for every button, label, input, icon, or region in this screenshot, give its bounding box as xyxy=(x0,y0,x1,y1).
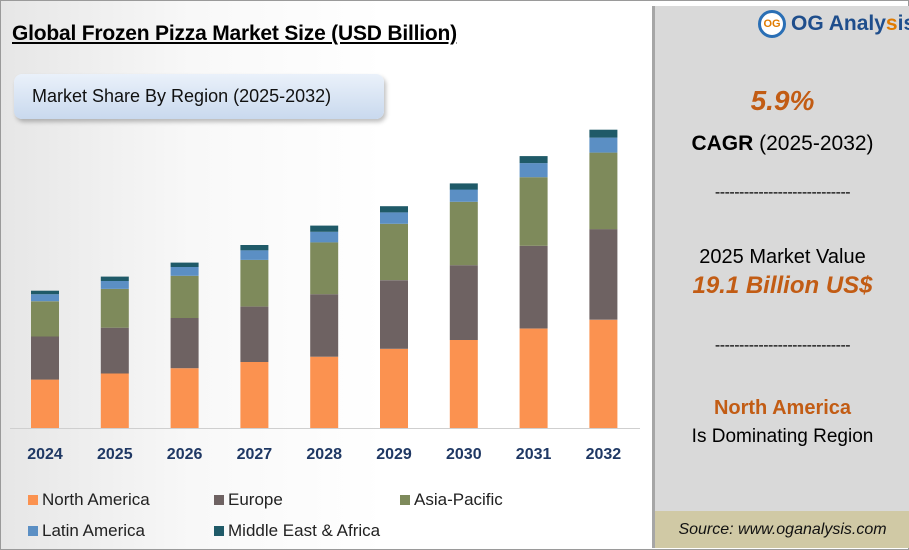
cagr-value: 5.9% xyxy=(750,85,815,116)
bar-2028-series-2 xyxy=(310,242,339,295)
legend-item: Middle East & Africa xyxy=(214,521,380,541)
legend-swatch xyxy=(214,526,224,536)
bar-2030-series-0 xyxy=(449,340,478,428)
divider-top: ---------------------------- xyxy=(714,184,851,201)
bar-2027-series-2 xyxy=(240,259,269,307)
market-value: 19.1 Billion US$ xyxy=(692,272,873,299)
legend-item: Latin America xyxy=(28,521,145,541)
bar-2029-series-0 xyxy=(380,348,408,428)
bar-2032-series-0 xyxy=(589,319,618,428)
bar-2027-series-4 xyxy=(240,245,269,251)
bar-2025-series-1 xyxy=(100,327,129,374)
bar-2025-series-4 xyxy=(100,276,129,281)
legend-item: Asia-Pacific xyxy=(400,490,503,510)
bar-2029-series-4 xyxy=(380,206,408,213)
bar-2032-series-1 xyxy=(589,229,618,320)
bar-2026-series-0 xyxy=(170,368,199,428)
bar-2029-series-2 xyxy=(380,223,408,281)
bar-2027-series-0 xyxy=(240,362,269,428)
bar-2026-series-1 xyxy=(170,318,199,369)
og-analysis-logo: OG OG Analysis xyxy=(758,10,909,38)
bar-2025-series-2 xyxy=(100,289,129,328)
bar-2031-series-1 xyxy=(519,245,548,329)
bar-2027-series-3 xyxy=(240,250,269,260)
bar-2025-series-3 xyxy=(100,281,129,289)
bar-2026-series-2 xyxy=(170,275,199,318)
stacked-bar-chart: 2024 2025 2026 2027 2028 2029 2030 2031 2032 xyxy=(10,129,640,463)
bar-2031-series-0 xyxy=(519,328,548,428)
chart-title: Global Frozen Pizza Market Size (USD Bil… xyxy=(12,22,457,45)
legend-swatch xyxy=(400,495,410,505)
og-logo-icon: OG xyxy=(758,10,786,38)
legend-label: Asia-Pacific xyxy=(414,490,503,509)
cagr-label: CAGR (2025-2032) xyxy=(691,132,874,155)
dominating-region-label: Is Dominating Region xyxy=(691,426,874,447)
x-tick-label-2029: 2029 xyxy=(376,446,412,463)
logo-text: OG Analysis xyxy=(791,12,909,35)
legend-label: Middle East & Africa xyxy=(228,521,381,540)
bar-2031-series-3 xyxy=(519,163,548,178)
bar-2031-series-2 xyxy=(519,177,548,246)
bar-2032-series-4 xyxy=(589,129,618,138)
bar-2030-series-4 xyxy=(449,183,478,190)
bar-2028-series-0 xyxy=(310,356,339,428)
x-tick-label-2024: 2024 xyxy=(27,446,63,463)
legend-label: North America xyxy=(42,490,150,509)
bar-2032-series-3 xyxy=(589,137,618,153)
x-tick-label-2028: 2028 xyxy=(306,446,342,463)
bar-2030-series-3 xyxy=(449,189,478,202)
x-tick-label-2026: 2026 xyxy=(167,446,203,463)
bar-2032-series-2 xyxy=(589,152,618,230)
bar-2027-series-1 xyxy=(240,306,269,362)
bar-2030-series-1 xyxy=(449,265,478,340)
bar-2028-series-1 xyxy=(310,294,339,357)
chart-subtitle: Market Share By Region (2025-2032) xyxy=(32,86,332,106)
bar-2028-series-3 xyxy=(310,231,339,243)
legend-swatch xyxy=(214,495,224,505)
dominating-region: North America xyxy=(713,397,852,419)
bar-2030-series-2 xyxy=(449,201,478,266)
chart-legend: North America Europe Asia-Pacific Latin Ame… xyxy=(28,490,628,546)
x-tick-label-2027: 2027 xyxy=(237,446,273,463)
bar-2024-series-4 xyxy=(31,290,59,295)
x-tick-label-2032: 2032 xyxy=(586,446,622,463)
bar-2029-series-1 xyxy=(380,280,408,349)
bar-2025-series-0 xyxy=(100,373,129,428)
divider-bottom: ---------------------------- xyxy=(714,337,851,354)
x-tick-label-2031: 2031 xyxy=(516,446,552,463)
market-value-label: 2025 Market Value xyxy=(699,246,866,268)
legend-swatch xyxy=(28,526,38,536)
bar-2024-series-3 xyxy=(31,294,59,302)
x-tick-label-2030: 2030 xyxy=(446,446,482,463)
legend-item: Europe xyxy=(214,490,283,510)
legend-swatch xyxy=(28,495,38,505)
bar-2031-series-4 xyxy=(519,156,548,164)
bar-2026-series-4 xyxy=(170,262,199,267)
legend-label: Latin America xyxy=(42,521,145,540)
x-tick-label-2025: 2025 xyxy=(97,446,133,463)
bar-2024-series-1 xyxy=(31,336,59,380)
summary-panel: OG OG Analysis 5.9% CAGR (2025-2032) ---… xyxy=(652,6,909,548)
bar-2024-series-0 xyxy=(31,379,59,428)
bar-2024-series-2 xyxy=(31,301,59,337)
legend-label: Europe xyxy=(228,490,283,509)
bar-2026-series-3 xyxy=(170,267,199,276)
bar-2029-series-3 xyxy=(380,212,408,224)
subtitle-banner: Market Share By Region (2025-2032) xyxy=(14,74,384,119)
legend-item: North America xyxy=(28,490,150,510)
source-citation: Source: www.oganalysis.com xyxy=(655,511,909,548)
bar-2028-series-4 xyxy=(310,225,339,232)
